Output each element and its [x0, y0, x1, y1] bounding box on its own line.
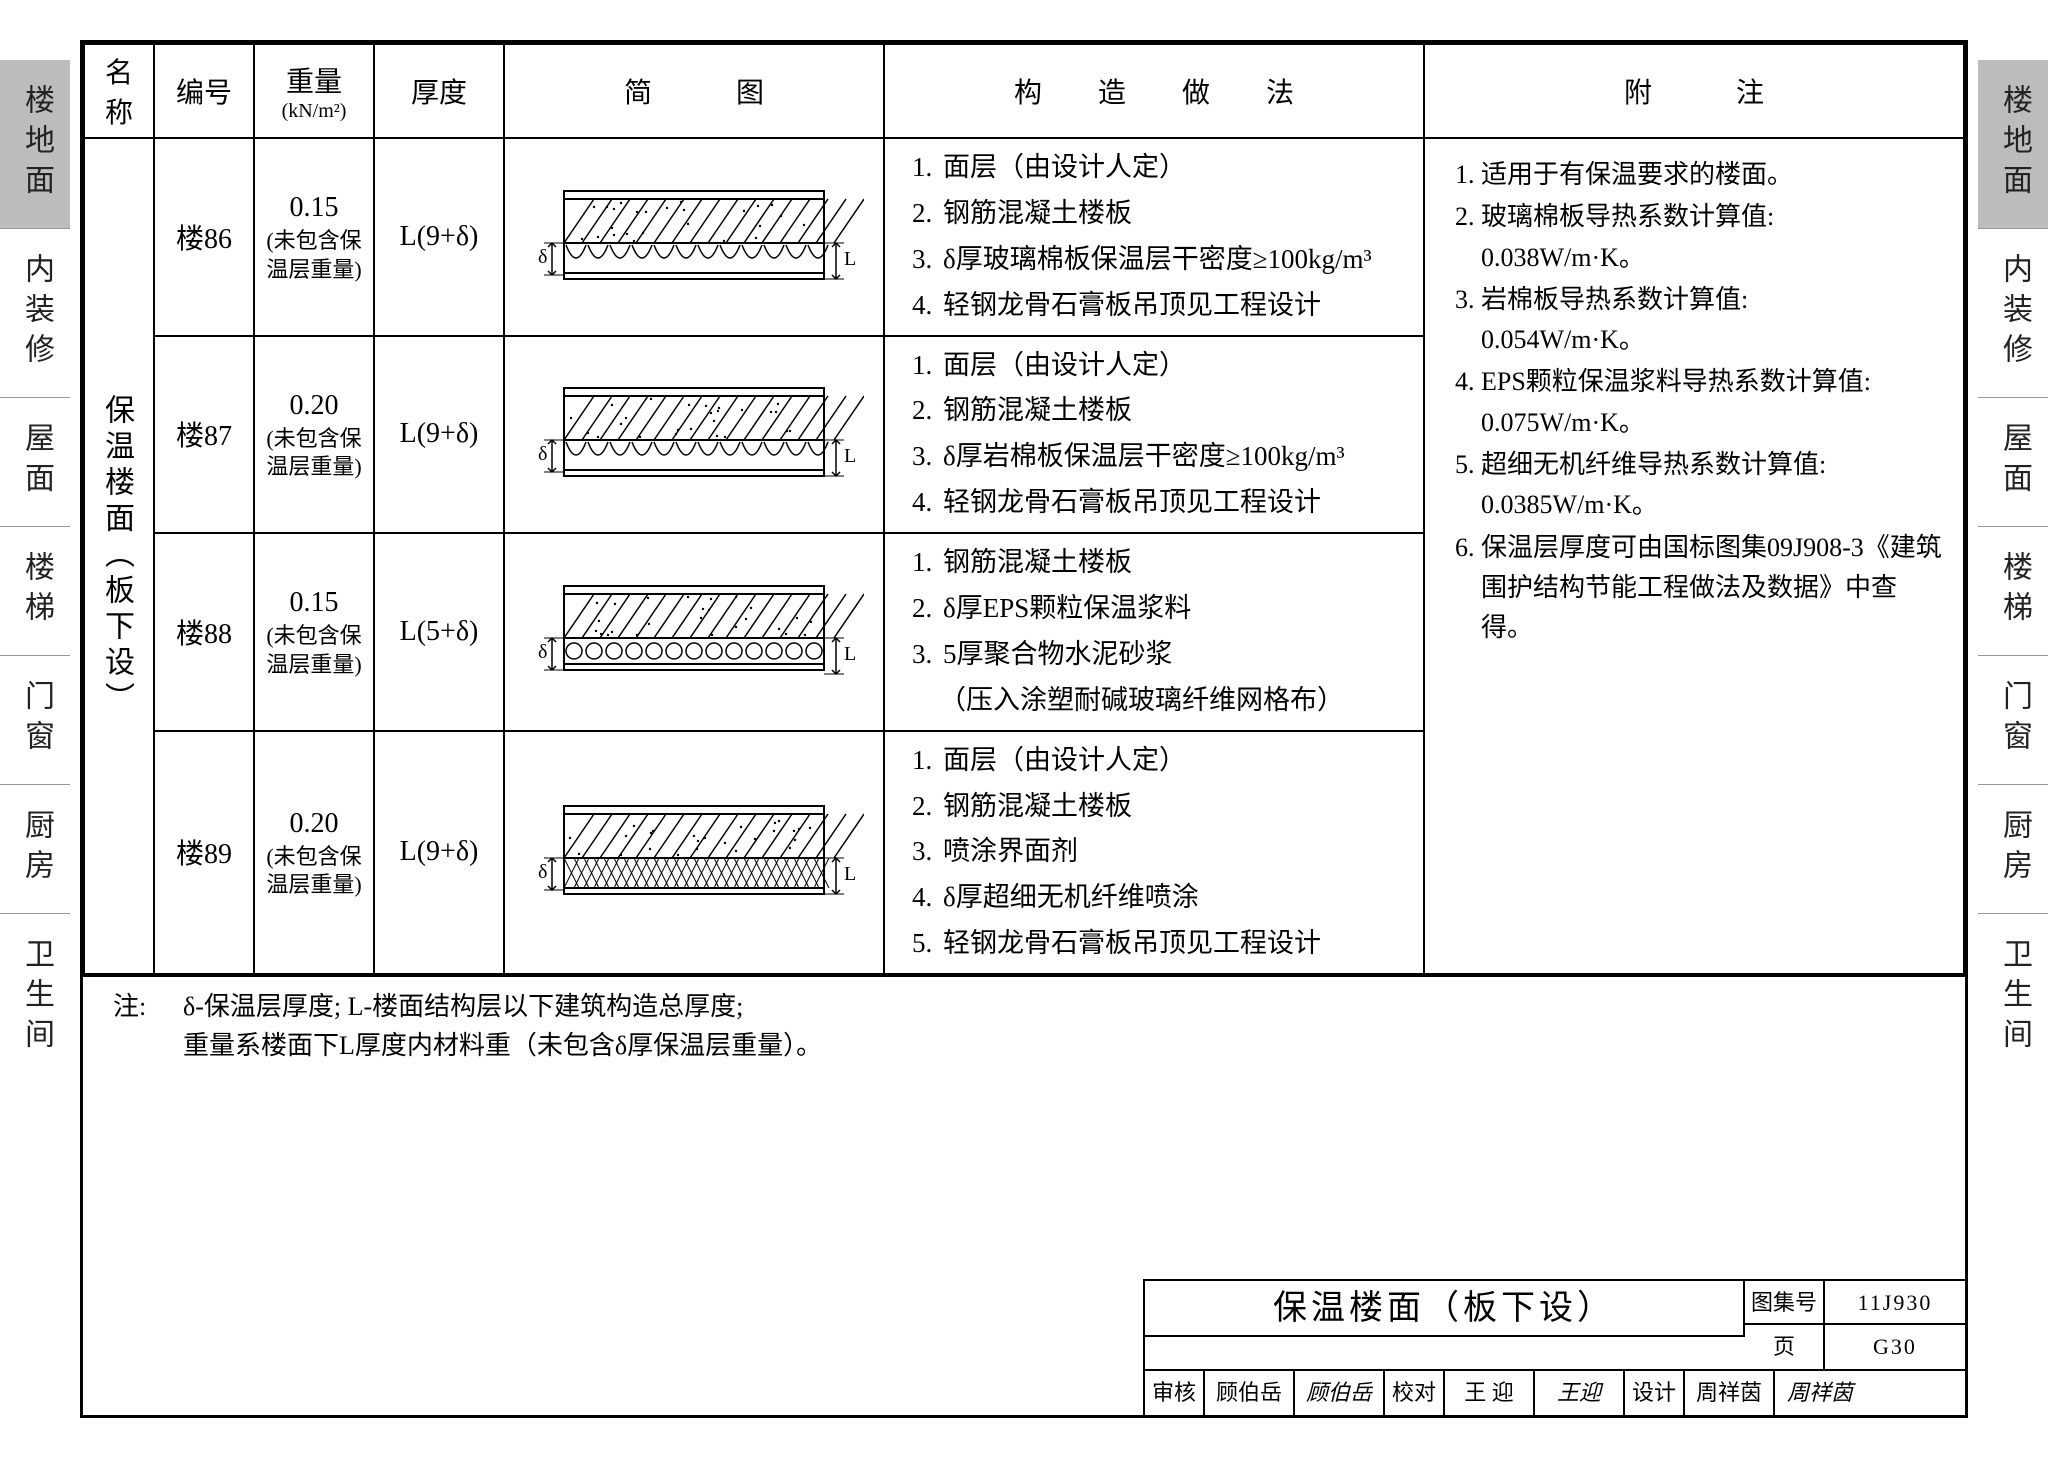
header-thickness: 厚度: [374, 44, 504, 138]
tab-door-right[interactable]: 门窗: [1978, 656, 2048, 785]
category-name: 保温楼面（板下设）: [95, 394, 137, 718]
header-code: 编号: [154, 44, 254, 138]
drawing-frame: 名称 编号 重量 (kN/m²) 厚度 简 图 构 造 做 法 附 注 保温楼面…: [80, 40, 1968, 1418]
tab-interior-right[interactable]: 内装修: [1978, 229, 2048, 398]
svg-text:L: L: [844, 445, 856, 467]
weight-cell: 0.15(未包含保温层重量): [254, 533, 374, 731]
tab-bath-left[interactable]: 卫生间: [0, 914, 70, 1082]
page-label: 页: [1745, 1325, 1825, 1369]
footnote-label: 注:: [113, 987, 183, 1065]
thickness-cell: L(9+δ): [374, 138, 504, 336]
tab-roof-left[interactable]: 屋面: [0, 398, 70, 527]
tab-roof-right[interactable]: 屋面: [1978, 398, 2048, 527]
method-cell: 面层（由设计人定）钢筋混凝土楼板δ厚玻璃棉板保温层干密度≥100kg/m³轻钢龙…: [884, 138, 1424, 336]
table-row: 保温楼面（板下设）楼860.15(未包含保温层重量)L(9+δ) δ L 面层（…: [84, 138, 1964, 336]
footnote-text: δ-保温层厚度; L-楼面结构层以下建筑构造总厚度; 重量系楼面下L厚度内材料重…: [183, 987, 1945, 1065]
tab-floor-right[interactable]: 楼地面: [1978, 60, 2048, 229]
weight-cell: 0.15(未包含保温层重量): [254, 138, 374, 336]
header-method: 构 造 做 法: [884, 44, 1424, 138]
footnote: 注: δ-保温层厚度; L-楼面结构层以下建筑构造总厚度; 重量系楼面下L厚度内…: [83, 975, 1965, 1075]
code-cell: 楼89: [154, 731, 254, 974]
right-side-tabs: 楼地面 内装修 屋面 楼梯 门窗 厨房 卫生间: [1978, 0, 2048, 1458]
tab-bath-right[interactable]: 卫生间: [1978, 914, 2048, 1082]
header-diagram: 简 图: [504, 44, 884, 138]
title-block: 保温楼面（板下设） 图集号 11J930 页 G30 审核 顾伯岳 顾伯岳 校对: [1143, 1279, 1965, 1415]
diagram-cell: δ L: [504, 336, 884, 534]
tab-stair-left[interactable]: 楼梯: [0, 527, 70, 656]
approve-sign: 顾伯岳: [1295, 1371, 1385, 1415]
method-cell: 面层（由设计人定）钢筋混凝土楼板δ厚岩棉板保温层干密度≥100kg/m³轻钢龙骨…: [884, 336, 1424, 534]
design-label: 设计: [1625, 1371, 1685, 1415]
thickness-cell: L(9+δ): [374, 731, 504, 974]
header-weight: 重量 (kN/m²): [254, 44, 374, 138]
svg-text:δ: δ: [538, 861, 547, 883]
weight-cell: 0.20(未包含保温层重量): [254, 336, 374, 534]
check-label: 校对: [1385, 1371, 1445, 1415]
svg-text:δ: δ: [538, 246, 547, 268]
tab-kitchen-left[interactable]: 厨房: [0, 785, 70, 914]
method-cell: 面层（由设计人定）钢筋混凝土楼板喷涂界面剂δ厚超细无机纤维喷涂轻钢龙骨石膏板吊顶…: [884, 731, 1424, 974]
svg-text:L: L: [844, 643, 856, 665]
tab-kitchen-right[interactable]: 厨房: [1978, 785, 2048, 914]
set-value: 11J930: [1825, 1281, 1965, 1325]
check-sign: 王迎: [1535, 1371, 1625, 1415]
approve-name: 顾伯岳: [1205, 1371, 1295, 1415]
design-name: 周祥茵: [1685, 1371, 1775, 1415]
code-cell: 楼88: [154, 533, 254, 731]
page-value: G30: [1825, 1325, 1965, 1369]
thickness-cell: L(9+δ): [374, 336, 504, 534]
code-cell: 楼87: [154, 336, 254, 534]
header-name: 名称: [84, 44, 154, 138]
approve-label: 审核: [1145, 1371, 1205, 1415]
drawing-title: 保温楼面（板下设）: [1145, 1281, 1745, 1337]
tab-stair-right[interactable]: 楼梯: [1978, 527, 2048, 656]
diagram-cell: δ L: [504, 533, 884, 731]
svg-text:δ: δ: [538, 641, 547, 663]
notes-cell: 适用于有保温要求的楼面。玻璃棉板导热系数计算值: 0.038W/m·K。岩棉板导…: [1424, 138, 1964, 974]
tab-interior-left[interactable]: 内装修: [0, 229, 70, 398]
design-sign: 周祥茵: [1775, 1371, 1865, 1415]
tab-door-left[interactable]: 门窗: [0, 656, 70, 785]
tab-floor-left[interactable]: 楼地面: [0, 60, 70, 229]
diagram-cell: δ L: [504, 731, 884, 974]
method-cell: 钢筋混凝土楼板δ厚EPS颗粒保温浆料5厚聚合物水泥砂浆（压入涂塑耐碱玻璃纤维网格…: [884, 533, 1424, 731]
weight-cell: 0.20(未包含保温层重量): [254, 731, 374, 974]
spec-table: 名称 编号 重量 (kN/m²) 厚度 简 图 构 造 做 法 附 注 保温楼面…: [83, 43, 1965, 975]
code-cell: 楼86: [154, 138, 254, 336]
set-label: 图集号: [1745, 1281, 1825, 1325]
thickness-cell: L(5+δ): [374, 533, 504, 731]
table-header-row: 名称 编号 重量 (kN/m²) 厚度 简 图 构 造 做 法 附 注: [84, 44, 1964, 138]
svg-text:δ: δ: [538, 443, 547, 465]
diagram-cell: δ L: [504, 138, 884, 336]
svg-text:L: L: [844, 863, 856, 885]
svg-text:L: L: [844, 248, 856, 270]
header-note: 附 注: [1424, 44, 1964, 138]
left-side-tabs: 楼地面 内装修 屋面 楼梯 门窗 厨房 卫生间: [0, 0, 70, 1458]
check-name: 王 迎: [1445, 1371, 1535, 1415]
